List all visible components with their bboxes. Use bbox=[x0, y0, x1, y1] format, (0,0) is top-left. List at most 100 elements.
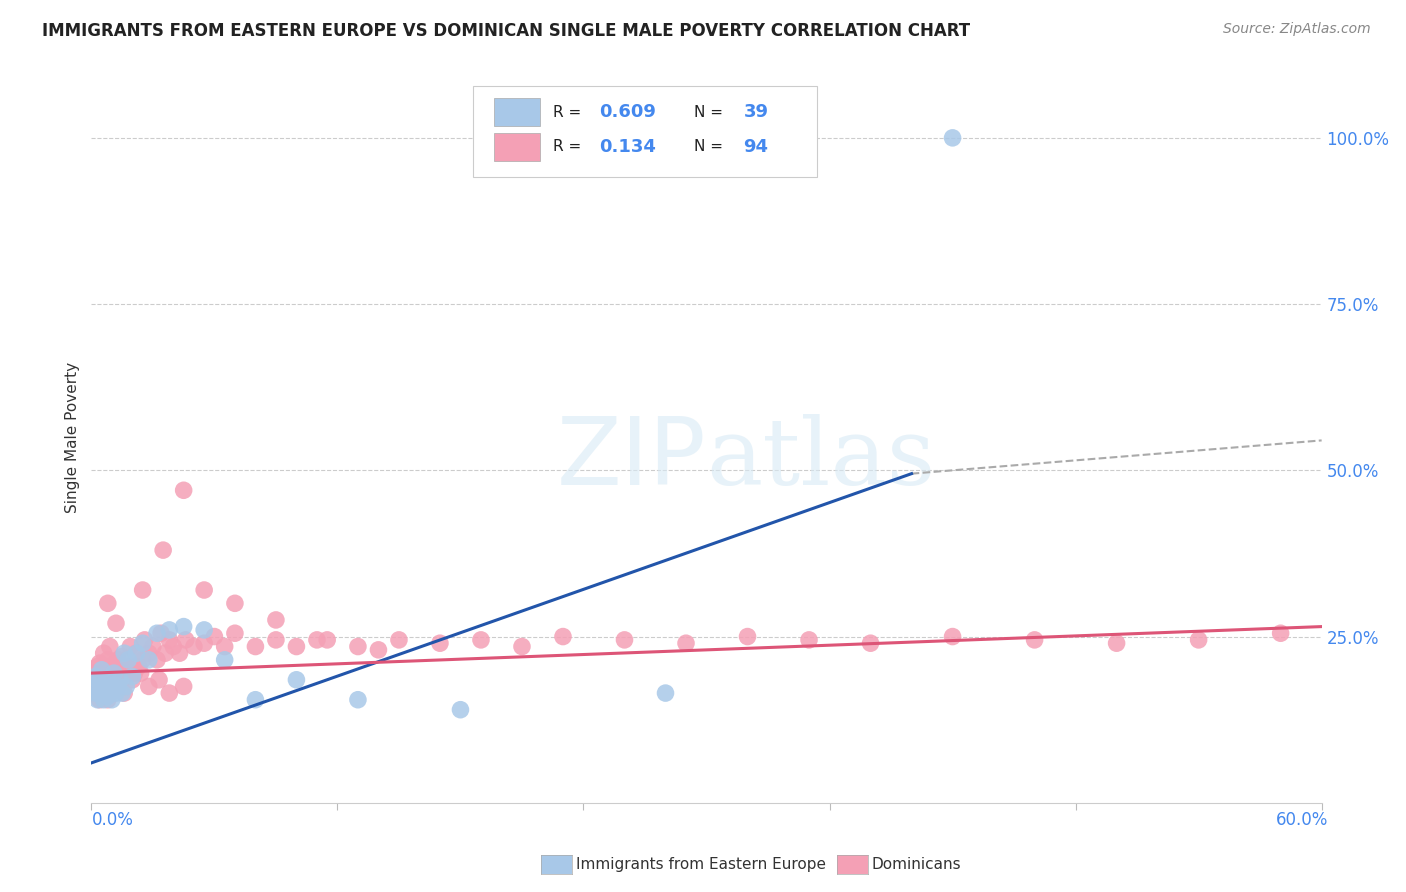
Point bbox=[90, 666, 112, 681]
Point bbox=[89, 686, 111, 700]
Point bbox=[157, 623, 180, 637]
Text: 0.134: 0.134 bbox=[599, 137, 657, 156]
Text: R =: R = bbox=[553, 105, 586, 120]
Point bbox=[93, 692, 115, 706]
Point bbox=[105, 686, 127, 700]
Point bbox=[97, 596, 120, 610]
Point bbox=[90, 686, 112, 700]
Point bbox=[654, 686, 676, 700]
Point bbox=[94, 673, 117, 687]
Point bbox=[82, 680, 104, 694]
Point bbox=[193, 582, 215, 597]
Point bbox=[86, 659, 108, 673]
Point bbox=[86, 680, 108, 694]
Point bbox=[89, 692, 111, 706]
Point bbox=[117, 653, 139, 667]
Point bbox=[797, 632, 820, 647]
Text: Source: ZipAtlas.com: Source: ZipAtlas.com bbox=[1223, 22, 1371, 37]
Point bbox=[111, 686, 134, 700]
Point bbox=[153, 646, 177, 660]
Point bbox=[551, 630, 574, 644]
Point bbox=[202, 630, 225, 644]
Point bbox=[125, 646, 148, 660]
Point bbox=[193, 623, 215, 637]
Point bbox=[128, 659, 150, 673]
Text: N =: N = bbox=[695, 105, 728, 120]
Point bbox=[93, 646, 115, 660]
Text: 0.0%: 0.0% bbox=[91, 811, 134, 829]
Point bbox=[285, 673, 308, 687]
Text: IMMIGRANTS FROM EASTERN EUROPE VS DOMINICAN SINGLE MALE POVERTY CORRELATION CHAR: IMMIGRANTS FROM EASTERN EUROPE VS DOMINI… bbox=[42, 22, 970, 40]
Point bbox=[93, 680, 115, 694]
Point bbox=[94, 686, 117, 700]
Point bbox=[138, 646, 160, 660]
Point bbox=[121, 673, 143, 687]
Point bbox=[89, 656, 111, 670]
Point bbox=[101, 680, 124, 694]
FancyBboxPatch shape bbox=[472, 86, 817, 178]
Point bbox=[98, 686, 121, 700]
Point bbox=[94, 680, 117, 694]
Point bbox=[942, 131, 965, 145]
Point bbox=[93, 686, 115, 700]
Point bbox=[264, 632, 287, 647]
Point bbox=[84, 669, 107, 683]
Text: N =: N = bbox=[695, 139, 728, 154]
Point bbox=[86, 673, 108, 687]
Point bbox=[173, 680, 195, 694]
Point bbox=[84, 673, 107, 687]
Point bbox=[124, 666, 146, 681]
Point bbox=[97, 680, 120, 694]
Text: atlas: atlas bbox=[706, 414, 936, 504]
Text: 94: 94 bbox=[744, 137, 769, 156]
Point bbox=[111, 673, 134, 687]
Point bbox=[112, 646, 135, 660]
Point bbox=[1270, 626, 1292, 640]
Point bbox=[173, 483, 195, 498]
Point bbox=[152, 543, 174, 558]
Point bbox=[138, 680, 160, 694]
Point bbox=[120, 640, 142, 654]
Point bbox=[121, 669, 143, 683]
Point bbox=[367, 643, 389, 657]
Text: 60.0%: 60.0% bbox=[1277, 811, 1329, 829]
Point bbox=[510, 640, 533, 654]
Point bbox=[429, 636, 451, 650]
Point bbox=[112, 659, 135, 673]
Point bbox=[98, 686, 121, 700]
Point bbox=[108, 673, 131, 687]
Point bbox=[214, 640, 236, 654]
Point bbox=[101, 680, 124, 694]
Text: Immigrants from Eastern Europe: Immigrants from Eastern Europe bbox=[576, 857, 827, 871]
Point bbox=[84, 686, 107, 700]
Point bbox=[138, 653, 160, 667]
Point bbox=[245, 692, 267, 706]
Point bbox=[169, 646, 191, 660]
Point bbox=[613, 632, 636, 647]
Point bbox=[89, 673, 111, 687]
Point bbox=[183, 640, 205, 654]
Point bbox=[97, 692, 120, 706]
Point bbox=[224, 626, 246, 640]
Point bbox=[101, 692, 124, 706]
Point bbox=[121, 659, 143, 673]
Point bbox=[107, 653, 129, 667]
Point bbox=[150, 626, 173, 640]
Point bbox=[117, 653, 139, 667]
Point bbox=[146, 626, 169, 640]
Text: 39: 39 bbox=[744, 103, 769, 121]
Text: R =: R = bbox=[553, 139, 586, 154]
Point bbox=[125, 646, 148, 660]
Point bbox=[449, 703, 471, 717]
Point bbox=[103, 666, 125, 681]
Point bbox=[174, 632, 197, 647]
Point bbox=[470, 632, 492, 647]
Point bbox=[101, 659, 124, 673]
Point bbox=[859, 636, 882, 650]
Bar bbox=[494, 98, 540, 126]
Point bbox=[245, 640, 267, 654]
Text: 0.609: 0.609 bbox=[599, 103, 657, 121]
Point bbox=[86, 692, 108, 706]
Bar bbox=[494, 133, 540, 161]
Point bbox=[105, 656, 127, 670]
